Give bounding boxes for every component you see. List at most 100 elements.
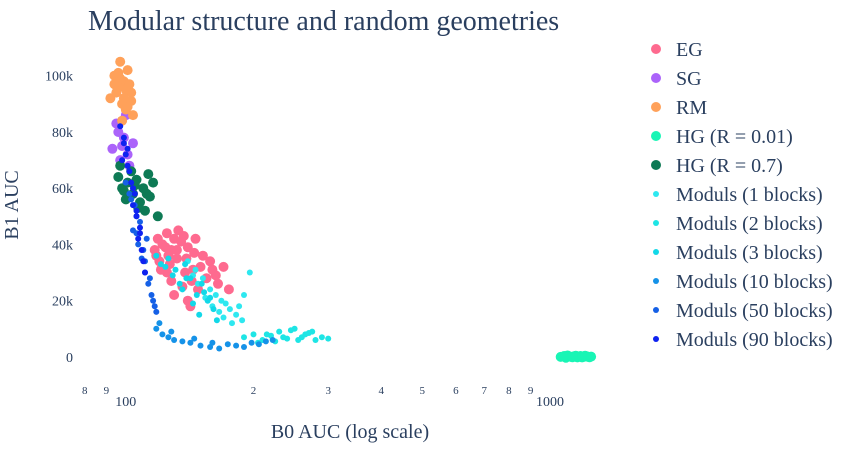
data-point — [113, 67, 124, 78]
data-point — [216, 308, 223, 315]
data-point — [148, 177, 159, 188]
data-point — [131, 190, 138, 197]
data-point — [182, 261, 189, 268]
data-point — [128, 138, 138, 149]
legend-marker — [651, 73, 661, 83]
x-minor-tick-label: 9 — [104, 385, 110, 397]
data-point — [191, 335, 198, 342]
legend-marker — [653, 191, 659, 197]
data-point — [190, 233, 201, 244]
y-tick-label: 40k — [52, 238, 73, 253]
data-point — [199, 275, 206, 282]
data-point — [126, 96, 137, 106]
x-minor-tick-label: 8 — [82, 385, 88, 397]
legend-item[interactable]: Moduls (90 blocks) — [653, 329, 833, 351]
data-point — [241, 292, 247, 298]
legend-item[interactable]: Moduls (50 blocks) — [653, 300, 833, 322]
legend-item[interactable]: HG (R = 0.7) — [651, 155, 783, 177]
data-point — [117, 115, 128, 126]
legend-item[interactable]: Moduls (3 blocks) — [653, 242, 823, 264]
data-point — [201, 289, 208, 296]
data-point — [153, 252, 160, 259]
data-point — [280, 334, 287, 341]
data-point — [165, 255, 172, 262]
legend[interactable]: EG SG RM HG (R = 0.01) HG (R = 0.7) Moduls (1… — [651, 39, 833, 351]
series-8 — [153, 320, 276, 352]
x-axis-title: B0 AUC (log scale) — [271, 421, 429, 443]
x-minor-tick-label: 6 — [453, 385, 459, 397]
data-point — [325, 335, 332, 342]
data-point — [137, 218, 143, 225]
data-point — [159, 331, 166, 338]
data-point — [241, 344, 247, 350]
legend-item[interactable]: HG (R = 0.01) — [651, 126, 793, 148]
data-point — [229, 320, 235, 327]
data-point — [146, 275, 153, 282]
legend-item[interactable]: EG — [651, 39, 703, 61]
data-point — [182, 242, 193, 253]
legend-item[interactable]: Moduls (10 blocks) — [653, 271, 833, 293]
x-minor-tick-label: 2 — [251, 385, 257, 397]
data-point — [160, 242, 171, 253]
data-point — [198, 280, 205, 287]
legend-label: Moduls (2 blocks) — [676, 213, 823, 235]
legend-label: HG (R = 0.7) — [676, 155, 783, 177]
legend-label: Moduls (3 blocks) — [676, 242, 823, 264]
legend-item[interactable]: RM — [651, 97, 707, 119]
data-point — [295, 337, 302, 343]
series-7 — [153, 252, 220, 324]
data-point — [197, 342, 204, 349]
data-point — [169, 290, 180, 300]
chart-title: Modular structure and random geometries — [88, 6, 559, 37]
data-point — [224, 341, 231, 348]
data-point — [218, 261, 229, 272]
data-point — [128, 179, 135, 186]
data-point — [124, 145, 131, 152]
data-point — [209, 339, 216, 346]
data-point — [179, 286, 186, 293]
data-point — [178, 231, 189, 241]
y-tick-label: 0 — [66, 351, 73, 366]
data-point — [138, 183, 149, 194]
legend-marker — [653, 220, 659, 226]
y-axis-ticks: 0 20k 40k 60k 80k 100k — [45, 70, 73, 366]
data-point — [210, 306, 217, 313]
legend-label: SG — [676, 68, 702, 90]
data-point — [144, 191, 155, 202]
data-point — [226, 306, 233, 313]
y-tick-label: 20k — [52, 295, 73, 310]
data-point — [115, 56, 126, 67]
data-point — [197, 250, 208, 261]
legend-item[interactable]: SG — [651, 68, 702, 90]
data-point — [138, 247, 145, 253]
legend-item[interactable]: Moduls (2 blocks) — [653, 213, 823, 235]
legend-marker — [653, 336, 659, 342]
data-point — [586, 351, 597, 362]
data-point — [269, 337, 276, 343]
legend-label: Moduls (10 blocks) — [676, 271, 833, 293]
data-point — [183, 275, 190, 282]
x-minor-tick-label: 5 — [420, 385, 426, 397]
data-point — [187, 339, 194, 346]
data-point — [117, 123, 124, 130]
data-point — [302, 331, 309, 338]
data-point — [207, 286, 214, 293]
data-point — [248, 339, 255, 346]
legend-marker — [653, 278, 659, 284]
data-point — [135, 241, 142, 248]
data-point — [318, 334, 325, 341]
data-point — [130, 185, 136, 192]
data-point — [161, 228, 172, 239]
data-point — [149, 245, 160, 255]
data-point — [148, 292, 155, 298]
data-point — [126, 190, 133, 197]
x-minor-tick-label: 8 — [506, 385, 512, 397]
y-tick-label: 80k — [52, 126, 73, 141]
data-point — [171, 253, 182, 264]
data-point — [142, 269, 148, 276]
data-point — [207, 294, 214, 301]
data-point — [180, 267, 191, 278]
legend-marker — [651, 102, 661, 112]
legend-item[interactable]: Moduls (1 blocks) — [653, 184, 823, 206]
